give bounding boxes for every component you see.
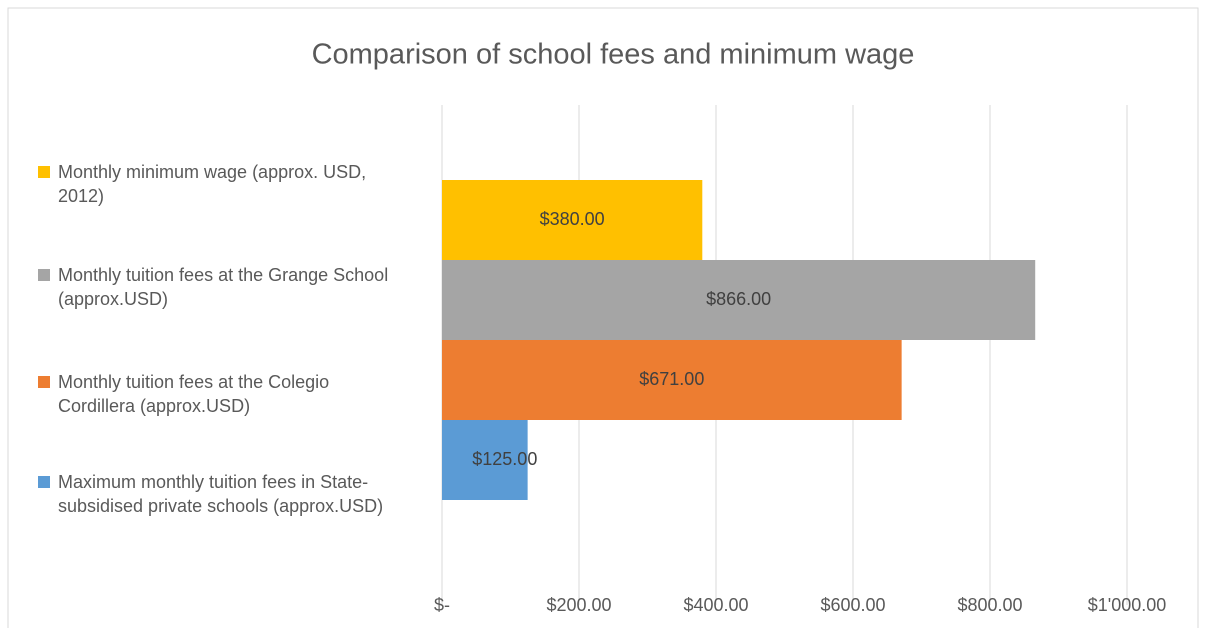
- legend-label: Monthly tuition fees at the Colegio Cord…: [58, 372, 330, 416]
- bar: [442, 260, 1036, 340]
- x-tick-label: $200.00: [546, 595, 611, 615]
- data-label: $380.00: [540, 209, 605, 229]
- bar: [442, 340, 902, 420]
- x-tick-label: $1'000.00: [1088, 595, 1167, 615]
- x-tick-label: $400.00: [683, 595, 748, 615]
- legend-label: Maximum monthly tuition fees in State-su…: [58, 472, 384, 516]
- chart-border: [7, 7, 1199, 628]
- legend-label: Monthly tuition fees at the Grange Schoo…: [58, 265, 389, 309]
- legend-swatch: [38, 476, 50, 488]
- bar: [442, 420, 528, 500]
- x-tick-label: $600.00: [820, 595, 885, 615]
- data-label: $125.00: [472, 449, 537, 469]
- legend-item: Monthly minimum wage (approx. USD, 2012): [38, 160, 398, 208]
- x-tick-label: $-: [434, 595, 450, 615]
- legend-label: Monthly minimum wage (approx. USD, 2012): [58, 162, 367, 206]
- x-tick-label: $800.00: [957, 595, 1022, 615]
- data-label: $671.00: [639, 369, 704, 389]
- legend-swatch: [38, 376, 50, 388]
- legend-item: Monthly tuition fees at the Grange Schoo…: [38, 263, 398, 311]
- legend-item: Maximum monthly tuition fees in State-su…: [38, 470, 398, 518]
- chart-title: Comparison of school fees and minimum wa…: [312, 39, 915, 71]
- legend-swatch: [38, 269, 50, 281]
- legend-item: Monthly tuition fees at the Colegio Cord…: [38, 370, 398, 418]
- bar: [442, 180, 703, 260]
- data-label: $866.00: [706, 289, 771, 309]
- legend-swatch: [38, 166, 50, 178]
